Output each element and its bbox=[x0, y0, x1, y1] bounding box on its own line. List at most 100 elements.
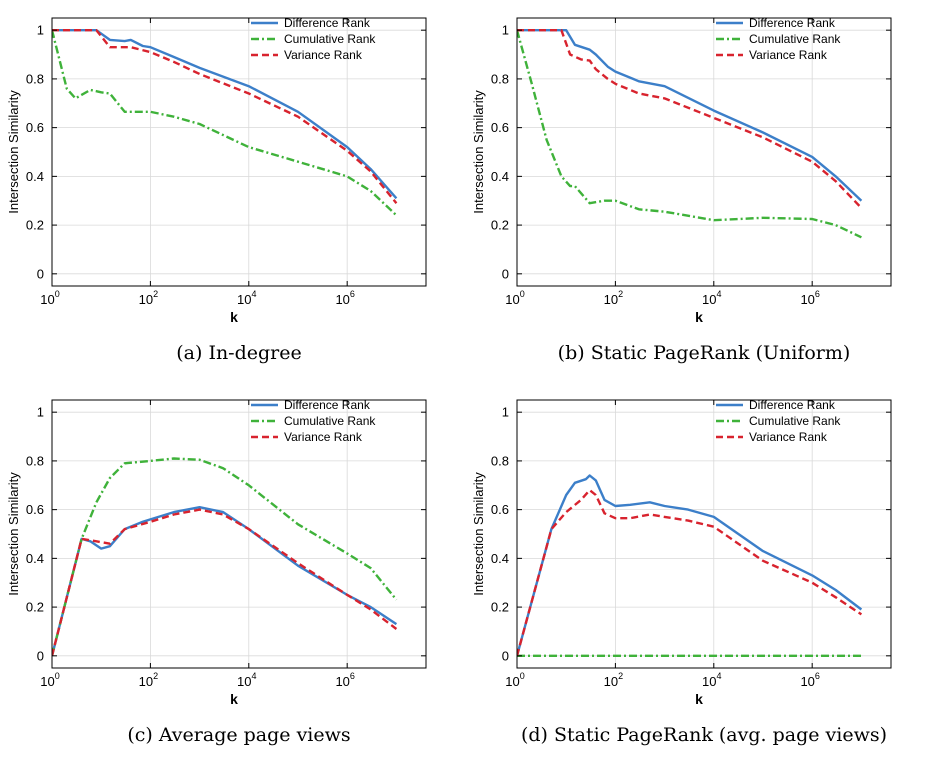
y-tick-label: 0.8 bbox=[26, 453, 44, 468]
grid bbox=[51, 18, 426, 286]
chart-panel-average-page-views: 0 0.2 0.4 0.6 0.8 1 100 102 104 106 k Intersection … bbox=[0, 382, 465, 762]
series-line-variance-rank bbox=[517, 488, 863, 657]
legend-label-variance-rank: Variance Rank bbox=[749, 48, 828, 62]
y-tick-label: 0 bbox=[502, 648, 509, 663]
x-tick-label: 100 bbox=[505, 671, 524, 689]
x-tick-exponent: 6 bbox=[350, 289, 355, 299]
legend-label-variance-rank: Variance Rank bbox=[284, 430, 363, 444]
legend: Difference Rank Cumulative Rank Variance R… bbox=[716, 398, 841, 444]
figure-caption: (d) Static PageRank (avg. page views) bbox=[521, 724, 887, 746]
x-tick-label: 104 bbox=[237, 289, 256, 307]
y-axis-label: Intersection Similarity bbox=[6, 90, 21, 214]
series-line-difference-rank bbox=[517, 474, 863, 657]
legend: Difference Rank Cumulative Rank Variance R… bbox=[716, 16, 841, 62]
y-tick-label: 0.6 bbox=[26, 502, 44, 517]
y-tick-label: 0 bbox=[37, 266, 44, 281]
x-tick-label: 104 bbox=[702, 289, 721, 307]
plot-frame bbox=[516, 17, 892, 287]
x-tick-label: 102 bbox=[604, 671, 623, 689]
y-tick-label: 0.6 bbox=[491, 120, 509, 135]
y-axis-label: Intersection Similarity bbox=[471, 472, 486, 596]
chart-panel-static-pagerank-uniform: 0 0.2 0.4 0.6 0.8 1 100 102 104 106 k Intersection … bbox=[465, 0, 929, 380]
x-tick-exponent: 4 bbox=[252, 289, 257, 299]
y-axis-label: Intersection Similarity bbox=[471, 90, 486, 214]
y-tick-label: 0.2 bbox=[26, 218, 44, 233]
legend-label-cumulative-rank: Cumulative Rank bbox=[749, 414, 841, 428]
legend: Difference Rank Cumulative Rank Variance R… bbox=[251, 398, 376, 444]
x-tick-exponent: 2 bbox=[153, 289, 158, 299]
x-tick-exponent: 4 bbox=[252, 671, 257, 681]
series-line-difference-rank bbox=[52, 29, 398, 200]
y-tick-label: 0 bbox=[502, 266, 509, 281]
x-tick-label: 102 bbox=[139, 289, 158, 307]
x-tick-exponent: 6 bbox=[350, 671, 355, 681]
x-tick-label: 106 bbox=[335, 671, 354, 689]
x-tick-exponent: 0 bbox=[520, 289, 525, 299]
x-tick-exponent: 0 bbox=[520, 671, 525, 681]
chart-svg: 0 0.2 0.4 0.6 0.8 1 100 102 104 106 k Intersection … bbox=[471, 398, 892, 746]
x-tick-label: 102 bbox=[604, 289, 623, 307]
x-axis-label: k bbox=[230, 309, 238, 325]
y-tick-label: 0.4 bbox=[491, 551, 509, 566]
legend-label-difference-rank: Difference Rank bbox=[284, 398, 371, 412]
y-tick-label: 1 bbox=[37, 23, 44, 38]
y-tick-label: 0.4 bbox=[491, 169, 509, 184]
legend-label-cumulative-rank: Cumulative Rank bbox=[749, 32, 841, 46]
plot-frame bbox=[51, 17, 427, 287]
legend-label-difference-rank: Difference Rank bbox=[749, 16, 836, 30]
x-tick-exponent: 0 bbox=[55, 289, 60, 299]
x-tick-exponent: 4 bbox=[717, 671, 722, 681]
series-line-difference-rank bbox=[52, 505, 398, 657]
y-tick-label: 0.6 bbox=[491, 502, 509, 517]
x-tick-exponent: 2 bbox=[618, 671, 623, 681]
x-tick-label: 106 bbox=[800, 289, 819, 307]
y-tick-label: 1 bbox=[37, 405, 44, 420]
legend-label-variance-rank: Variance Rank bbox=[284, 48, 363, 62]
x-tick-exponent: 6 bbox=[815, 671, 820, 681]
chart-svg: 0 0.2 0.4 0.6 0.8 1 100 102 104 106 k Intersection … bbox=[471, 16, 892, 364]
series-line-cumulative-rank bbox=[517, 29, 862, 239]
legend-label-variance-rank: Variance Rank bbox=[749, 430, 828, 444]
y-tick-label: 0.2 bbox=[26, 600, 44, 615]
x-axis-label: k bbox=[695, 691, 703, 707]
x-tick-exponent: 4 bbox=[717, 289, 722, 299]
x-tick-exponent: 0 bbox=[55, 671, 60, 681]
x-tick-label: 106 bbox=[800, 671, 819, 689]
figure-caption: (c) Average page views bbox=[127, 724, 350, 746]
chart-panel-static-pagerank-avg-page-views: 0 0.2 0.4 0.6 0.8 1 100 102 104 106 k Intersection … bbox=[465, 382, 929, 762]
x-tick-label: 100 bbox=[40, 671, 59, 689]
chart-svg: 0 0.2 0.4 0.6 0.8 1 100 102 104 106 k Intersection … bbox=[6, 398, 427, 746]
x-tick-label: 100 bbox=[505, 289, 524, 307]
plot-frame bbox=[516, 399, 892, 669]
y-tick-label: 0.8 bbox=[491, 71, 509, 86]
plot-frame bbox=[51, 399, 427, 669]
x-tick-label: 100 bbox=[40, 289, 59, 307]
legend-label-cumulative-rank: Cumulative Rank bbox=[284, 32, 376, 46]
y-tick-label: 0.4 bbox=[26, 169, 44, 184]
series-lines bbox=[517, 474, 863, 657]
x-tick-label: 104 bbox=[702, 671, 721, 689]
y-tick-label: 0.2 bbox=[491, 218, 509, 233]
y-axis-label: Intersection Similarity bbox=[6, 472, 21, 596]
x-tick-label: 106 bbox=[335, 289, 354, 307]
y-tick-label: 0.8 bbox=[26, 71, 44, 86]
chart-panel-in-degree: 0 0.2 0.4 0.6 0.8 1 100 102 104 106 k Intersection … bbox=[0, 0, 465, 380]
grid bbox=[51, 400, 426, 668]
series-line-variance-rank bbox=[517, 29, 863, 209]
y-tick-label: 0.2 bbox=[491, 600, 509, 615]
y-tick-label: 0 bbox=[37, 648, 44, 663]
y-tick-label: 1 bbox=[502, 23, 509, 38]
x-tick-label: 102 bbox=[139, 671, 158, 689]
chart-svg: 0 0.2 0.4 0.6 0.8 1 100 102 104 106 k Intersection … bbox=[6, 16, 427, 364]
x-axis-label: k bbox=[695, 309, 703, 325]
legend-label-difference-rank: Difference Rank bbox=[284, 16, 371, 30]
legend-label-difference-rank: Difference Rank bbox=[749, 398, 836, 412]
series-line-cumulative-rank bbox=[52, 457, 398, 657]
x-tick-label: 104 bbox=[237, 671, 256, 689]
grid bbox=[516, 18, 891, 286]
series-lines bbox=[517, 29, 863, 239]
series-line-variance-rank bbox=[52, 29, 398, 204]
figure-caption: (b) Static PageRank (Uniform) bbox=[558, 342, 851, 364]
series-lines bbox=[52, 457, 398, 657]
series-lines bbox=[52, 29, 398, 217]
